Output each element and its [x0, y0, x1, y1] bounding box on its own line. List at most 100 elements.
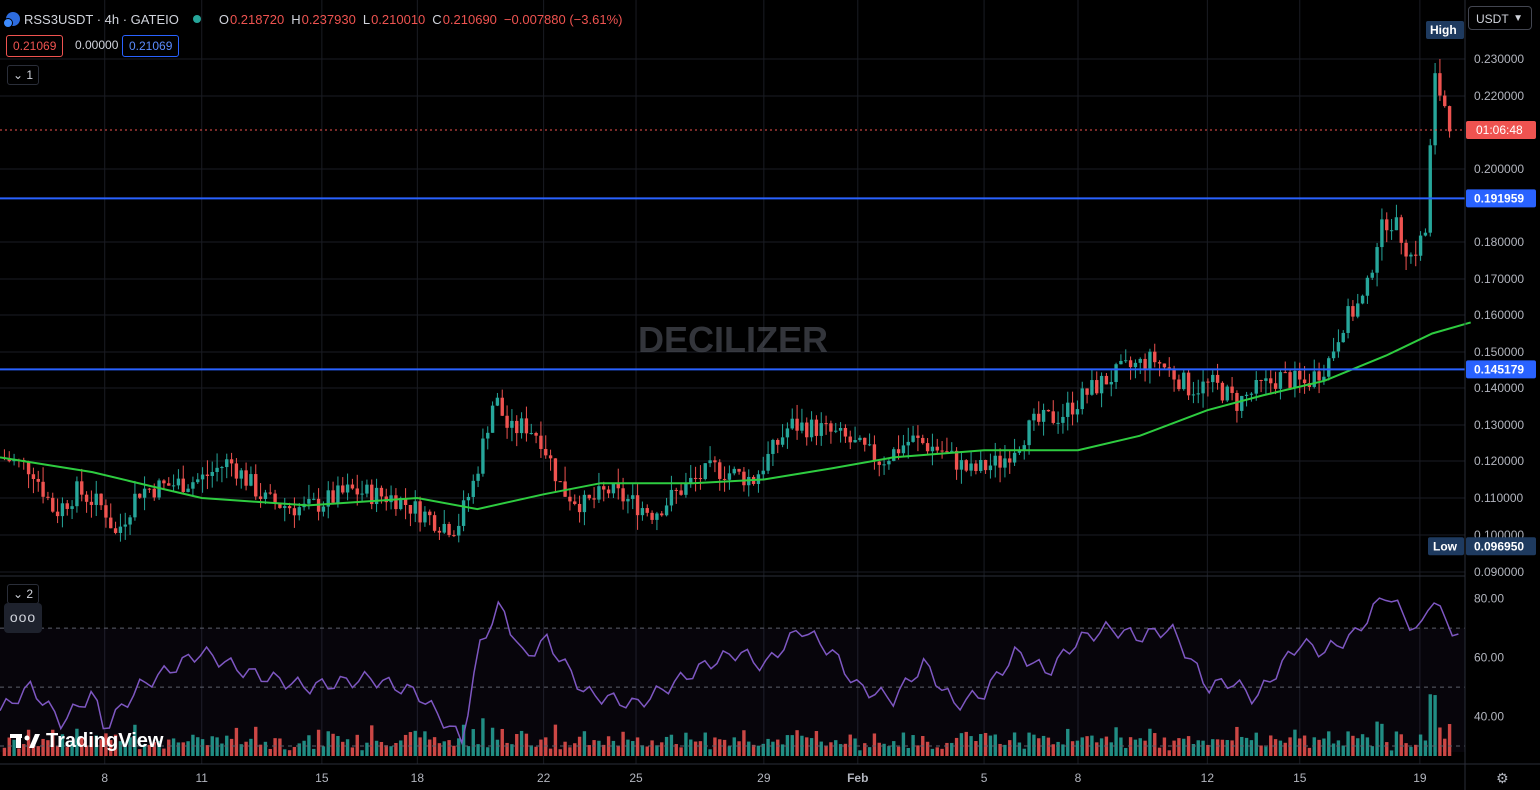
- chart-settings-gear-icon[interactable]: ⚙: [1496, 770, 1509, 786]
- candle-body: [587, 494, 591, 499]
- volume-bar: [1385, 742, 1389, 756]
- rsi-band: [0, 628, 1465, 752]
- buy-price-box[interactable]: 0.21069: [122, 35, 180, 57]
- volume-bar: [205, 745, 210, 756]
- volume-bar: [1394, 731, 1399, 756]
- volume-bar: [394, 742, 398, 756]
- volume-bar: [186, 741, 190, 756]
- price-tick-label: 0.160000: [1474, 308, 1524, 322]
- candle-body: [988, 465, 993, 471]
- candle-body: [476, 473, 480, 481]
- candle-body: [249, 474, 253, 486]
- candle-body: [152, 488, 156, 498]
- candle-body: [790, 418, 794, 429]
- candle-body: [510, 420, 514, 428]
- candle-body: [814, 419, 819, 436]
- volume-bar: [901, 732, 906, 756]
- candle-body: [1375, 247, 1379, 273]
- volume-bar: [1259, 745, 1263, 756]
- tradingview-logo-icon: [10, 734, 40, 748]
- chart-header: RSS3USDT · 4h · GATEIO O 0.218720 H 0.2379…: [3, 10, 629, 28]
- volume-bar: [660, 742, 664, 756]
- volume-bar: [437, 743, 442, 756]
- volume-bar: [829, 742, 833, 756]
- candle-body: [655, 513, 659, 520]
- candle-body: [771, 439, 775, 454]
- volume-bar: [544, 737, 548, 756]
- volume-bar: [887, 746, 891, 756]
- price-axis[interactable]: 0.0900000.1000000.1100000.1200000.130000…: [1426, 21, 1536, 579]
- candle-body: [713, 460, 717, 463]
- candle-body: [118, 526, 123, 533]
- volume-bar: [1433, 695, 1437, 756]
- candle-body: [312, 498, 316, 500]
- candle-body: [568, 496, 572, 502]
- candle-body: [925, 443, 930, 452]
- volume-bar: [461, 724, 466, 756]
- candle-body: [660, 513, 664, 516]
- volume-bar: [36, 746, 40, 756]
- volume-bar: [766, 738, 770, 756]
- horizontal-levels[interactable]: [0, 197, 1465, 371]
- volume-bar: [162, 748, 166, 756]
- volume-bar: [138, 749, 142, 756]
- candle-body: [51, 497, 55, 512]
- volume-bar: [413, 730, 417, 756]
- currency-selector[interactable]: USDT ▼: [1468, 6, 1532, 30]
- candle-body: [674, 489, 678, 491]
- candle-body: [669, 489, 674, 506]
- candle-body: [254, 474, 258, 497]
- last-price-countdown: 01:06:48: [1476, 123, 1523, 137]
- chevron-down-icon: ⌄: [13, 587, 24, 601]
- indicator-axis[interactable]: 80.00 60.00 40.00: [1474, 592, 1504, 724]
- more-options-button[interactable]: ooo: [4, 603, 42, 633]
- chevron-down-icon: ⌄: [13, 68, 24, 82]
- candle-body: [582, 494, 587, 513]
- volume-bar: [1356, 738, 1360, 756]
- candle-body: [399, 498, 403, 510]
- candle-body: [1128, 360, 1133, 368]
- volume-bar: [273, 738, 277, 756]
- candle-body: [263, 492, 268, 499]
- time-tick-label: 22: [537, 771, 551, 785]
- symbol-title[interactable]: RSS3USDT · 4h · GATEIO: [24, 11, 179, 27]
- main-pane-legend-toggle[interactable]: ⌄ 1: [7, 65, 40, 85]
- candle-body: [186, 488, 190, 492]
- candle-body: [698, 478, 703, 480]
- volume-bar: [1066, 728, 1070, 756]
- volume-bar: [46, 740, 50, 756]
- volume-bar: [2, 747, 7, 756]
- volume-bar: [292, 746, 297, 756]
- level-price-label-box[interactable]: [1466, 360, 1536, 379]
- volume-bar: [254, 726, 258, 756]
- level-price-label-box[interactable]: [1466, 189, 1536, 208]
- volume-bar: [964, 731, 968, 756]
- candle-body: [452, 535, 456, 537]
- level-price-label: 0.145179: [1474, 362, 1524, 376]
- candle-body: [200, 474, 205, 480]
- candle-body: [795, 418, 799, 431]
- candle-body: [331, 490, 335, 503]
- sell-price-box[interactable]: 0.21069: [6, 35, 64, 57]
- volume-bar: [70, 740, 74, 756]
- volume-bar: [442, 741, 446, 756]
- candle-body: [1360, 295, 1365, 304]
- volume-bar: [1075, 740, 1080, 756]
- indicator-pane-legend-toggle[interactable]: ⌄ 2: [7, 584, 40, 604]
- tradingview-logo[interactable]: TradingView: [10, 729, 163, 753]
- open-value: 0.218720: [229, 11, 285, 27]
- volume-bar: [490, 727, 495, 756]
- volume-bar: [853, 738, 857, 756]
- candle-body: [1090, 380, 1094, 395]
- volume-bar: [626, 739, 630, 756]
- volume-bar: [287, 750, 292, 756]
- candle-body: [1322, 376, 1326, 381]
- volume-bar: [84, 745, 89, 756]
- candle-body: [1041, 409, 1046, 422]
- volume-bar: [950, 742, 954, 756]
- volume-bar: [1008, 740, 1012, 756]
- time-tick-label: 18: [411, 771, 425, 785]
- time-axis[interactable]: 8 11 15 18 22 25 29 Feb 5 8 12 15 19: [101, 771, 1426, 785]
